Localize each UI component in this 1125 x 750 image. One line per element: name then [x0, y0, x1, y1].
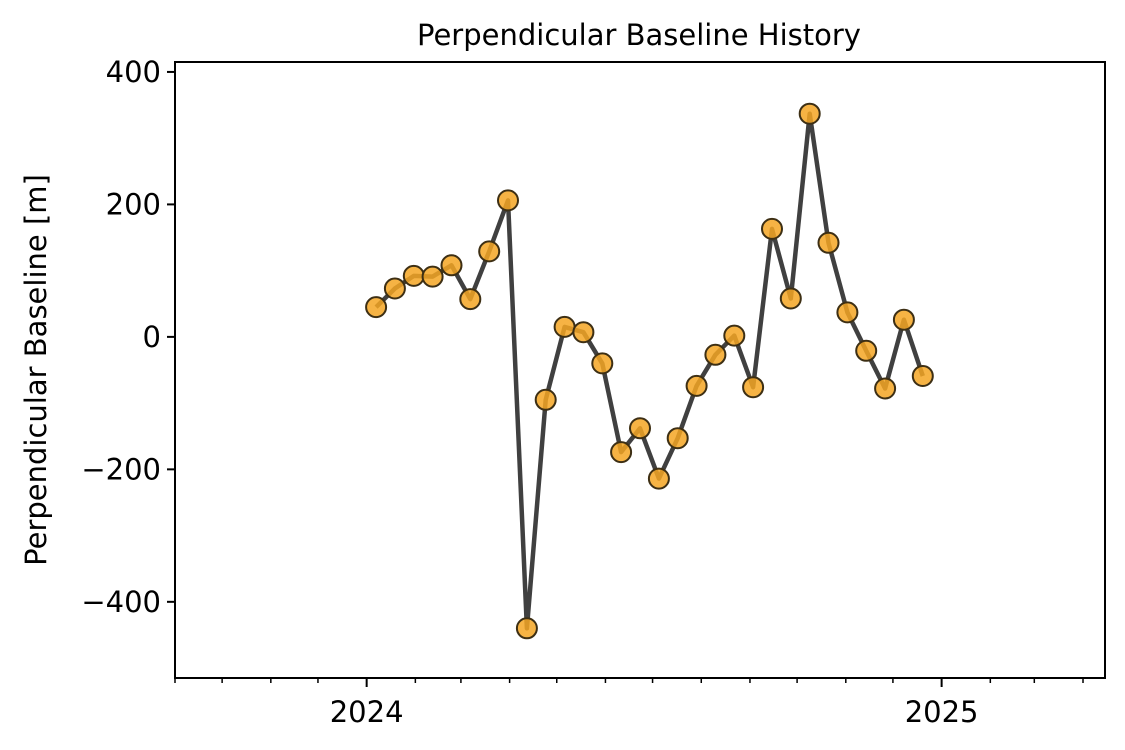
data-point: [459, 288, 482, 311]
data-point: [685, 374, 708, 397]
data-point: [383, 277, 406, 300]
y-axis-label: Perpendicular Baseline [m]: [19, 174, 53, 566]
data-point: [421, 265, 444, 288]
data-point: [892, 308, 915, 331]
data-point: [742, 376, 765, 399]
data-point: [666, 427, 689, 450]
data-point: [610, 441, 633, 464]
x-tick-label: 2024: [330, 695, 404, 729]
plot-frame: [174, 61, 1106, 679]
data-point: [402, 264, 425, 287]
data-point: [817, 231, 840, 254]
data-point: [761, 217, 783, 240]
data-point: [647, 467, 670, 490]
y-tick-label: −200: [81, 452, 161, 486]
y-tick-label: −400: [81, 585, 161, 619]
data-point: [855, 339, 878, 362]
data-point: [497, 189, 519, 212]
y-tick-label: 400: [106, 55, 161, 89]
data-point: [704, 343, 727, 366]
data-point: [365, 296, 388, 319]
data-point: [723, 324, 746, 347]
data-point: [591, 352, 614, 375]
data-point: [798, 102, 821, 125]
data-point: [515, 617, 538, 640]
data-point: [534, 388, 557, 411]
data-point: [911, 365, 934, 387]
plot-area: 400 200 0 −200 −400 2024 2025: [81, 55, 1084, 729]
data-point: [874, 377, 897, 400]
data-point: [572, 321, 595, 344]
data-point: [553, 315, 576, 338]
x-tick-label: 2025: [905, 695, 979, 729]
data-point: [440, 254, 463, 277]
y-tick-label: 200: [106, 187, 161, 221]
chart-title: Perpendicular Baseline History: [417, 18, 861, 52]
series-line: [374, 111, 925, 631]
data-point: [478, 240, 501, 263]
data-point: [629, 417, 651, 440]
data-point: [836, 301, 859, 324]
data-point: [779, 287, 802, 310]
y-tick-label: 0: [143, 320, 161, 354]
